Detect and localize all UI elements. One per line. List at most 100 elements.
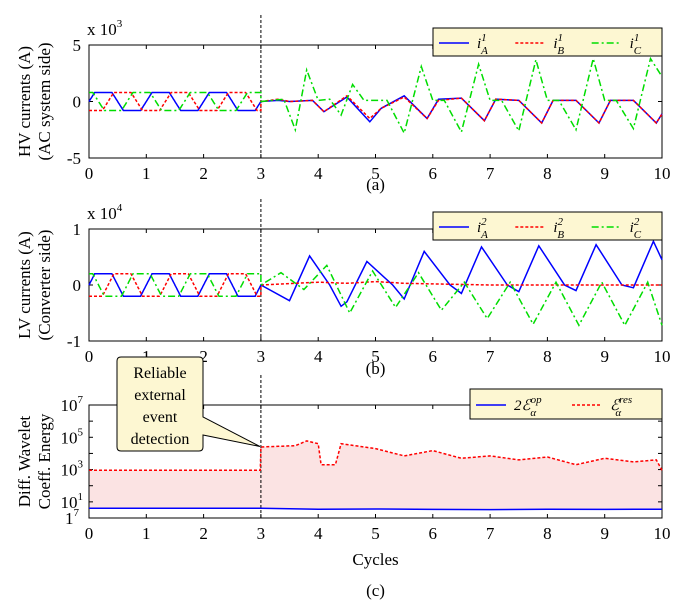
x-tick-label: 4	[314, 524, 323, 543]
panel-caption: (c)	[366, 581, 385, 600]
legend-sup: 1	[558, 32, 564, 44]
x-tick-label: 3	[257, 347, 266, 366]
legend-entry: i2 B	[553, 216, 564, 241]
x-tick-label: 0	[85, 524, 94, 543]
y-tick-label: -5	[67, 149, 81, 168]
y-tick-label-bottom: 17	[65, 507, 80, 528]
legend: 2ℰop α ℰres α	[469, 388, 663, 420]
y-tick-label-exp: 7	[78, 394, 84, 406]
x-tick-label: 9	[600, 164, 609, 183]
legend-name: i	[477, 36, 481, 52]
y-axis-label: (Converter side)	[35, 230, 54, 341]
series-line-1-0	[88, 239, 663, 308]
y-tick-label: 101	[61, 491, 84, 512]
series-line-0-1	[89, 91, 663, 125]
axis-multiplier-base: x 10	[87, 204, 117, 223]
x-tick-label: 2	[199, 164, 208, 183]
x-tick-label: 7	[486, 524, 495, 543]
legend-sub: B	[557, 229, 564, 241]
callout-text: event	[143, 409, 178, 426]
legend-name: 2ℰ	[514, 398, 533, 414]
y-tick-label-base: 10	[61, 461, 78, 480]
x-tick-label: 6	[429, 347, 438, 366]
y-tick-label: 105	[61, 426, 84, 447]
y-axis-label: HV currents (A)	[15, 46, 34, 157]
legend-name: i	[477, 220, 481, 236]
x-tick-label: 9	[600, 347, 609, 366]
y-axis-label: (AC system side)	[35, 42, 54, 160]
series-line-2-0	[89, 507, 663, 511]
x-tick-label: 1	[142, 164, 151, 183]
series-line-0-0	[88, 91, 663, 125]
y-tick-label: 107	[61, 394, 84, 415]
y-tick-label-exp: 1	[78, 491, 84, 503]
callout-text: detection	[131, 431, 190, 448]
legend-entry: i1 B	[553, 32, 564, 57]
axis-multiplier-exp: 4	[117, 202, 123, 214]
x-tick-label: 2	[199, 347, 208, 366]
difference-band	[89, 440, 662, 510]
legend-sub: B	[557, 45, 564, 57]
legend-entry: i1 C	[630, 32, 642, 57]
x-tick-label: 4	[314, 347, 323, 366]
x-tick-label: 9	[600, 524, 609, 543]
x-tick-label: 0	[85, 164, 94, 183]
y-tick-label-base: 10	[61, 428, 78, 447]
legend-sup: res	[619, 394, 632, 406]
legend-entry: i2 C	[630, 216, 642, 241]
series-line-0-2	[89, 55, 663, 136]
legend-entry: ℰres α	[610, 394, 632, 419]
legend-sub: C	[634, 229, 642, 241]
axis-multiplier-base: x 10	[87, 20, 117, 39]
y-tick-label-base: 10	[61, 493, 78, 512]
legend-sub: A	[480, 229, 488, 241]
legend-sub: α	[530, 407, 536, 419]
y-tick-label-exp: 3	[78, 459, 84, 471]
y-tick-label-base: 10	[61, 396, 78, 415]
y-tick-label: 1	[73, 220, 82, 239]
x-tick-label: 5	[371, 524, 380, 543]
x-tick-label: 1	[142, 524, 151, 543]
legend-name: i	[553, 220, 557, 236]
y-tick-label: 0	[73, 276, 82, 295]
legend-name: i	[630, 36, 634, 52]
x-tick-label: 6	[429, 524, 438, 543]
x-tick-label: 4	[314, 164, 323, 183]
panel-caption: (a)	[366, 175, 385, 194]
legend-sub: α	[615, 407, 621, 419]
axis-multiplier: x 104	[87, 202, 123, 223]
callout-bubble	[116, 356, 261, 452]
y-tick-label-bottom-base: 1	[65, 509, 74, 528]
event-callout: Reliable external event detection	[116, 356, 261, 452]
x-tick-label: 5	[371, 164, 380, 183]
legend-box	[432, 27, 663, 57]
x-tick-label: 6	[429, 164, 438, 183]
legend-sub: C	[634, 45, 642, 57]
x-tick-label: 8	[543, 164, 552, 183]
y-tick-label: -1	[67, 332, 81, 351]
callout-text: external	[134, 387, 186, 404]
y-tick-label-bottom-exp: 7	[74, 507, 80, 519]
legend-sup: 1	[481, 32, 487, 44]
panel-caption: (b)	[366, 359, 386, 378]
x-tick-label: 8	[543, 347, 552, 366]
legend-name: i	[630, 220, 634, 236]
legend-sup: 2	[481, 216, 487, 228]
x-tick-label: 3	[257, 524, 266, 543]
y-axis-label: LV currents (A)	[15, 231, 34, 339]
x-tick-label: 10	[654, 164, 671, 183]
y-tick-label-exp: 5	[78, 426, 84, 438]
legend-sup: 2	[634, 216, 640, 228]
x-tick-label: 8	[543, 524, 552, 543]
legend-sup: 2	[558, 216, 564, 228]
series-line-1-1	[89, 273, 662, 297]
legend-name: ℰ	[610, 398, 621, 414]
y-tick-label: 0	[73, 93, 82, 112]
x-tick-label: 7	[486, 164, 495, 183]
legend-entry: i1 A	[477, 32, 488, 57]
y-tick-label: 5	[73, 36, 82, 55]
